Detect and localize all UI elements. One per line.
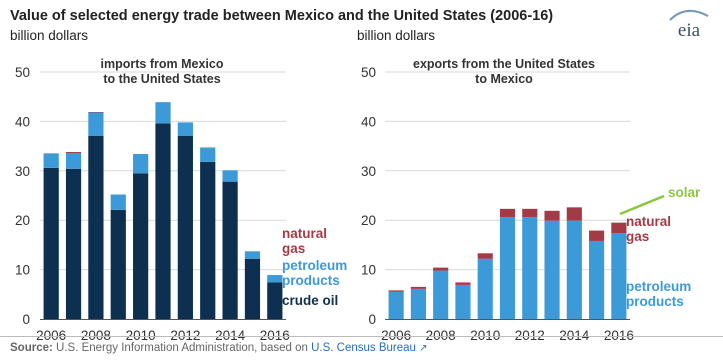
x-tick-label: 2008 [81, 328, 111, 343]
x-tick-label: 2016 [604, 328, 634, 343]
x-tick-label: 2010 [470, 328, 500, 343]
bar-segment-natural-gas-2012 [522, 208, 538, 218]
bar-segment-petroleum-products-2009 [110, 194, 126, 210]
left-y-axis-unit: billion dollars [10, 28, 89, 43]
bar-segment-crude-oil-2007 [65, 168, 82, 319]
y-tick-label: 20 [361, 213, 376, 228]
panel-title-line: exports from the United States [413, 57, 595, 71]
x-tick-label: 2008 [426, 328, 456, 343]
y-tick-label: 10 [361, 263, 376, 278]
bar-segment-petroleum-products-2010 [133, 154, 149, 174]
bar-segment-petroleum-products-2008 [88, 112, 104, 136]
bar-segment-petroleum-products-2014 [566, 220, 582, 319]
bar-segment-petroleum-products-2009 [455, 284, 471, 319]
panel-title-line: imports from Mexico [101, 57, 224, 71]
bar-segment-petroleum-products-2015 [244, 251, 261, 259]
bar-segment-natural-gas-2007 [410, 286, 426, 289]
bar-segment-petroleum-products-2006 [43, 154, 59, 168]
bar-segment-petroleum-products-2016 [267, 275, 283, 283]
solar-callout-line [619, 194, 665, 216]
y-tick-label: 50 [15, 65, 30, 80]
x-tick-label: 2014 [215, 328, 246, 343]
legend-label-petroleum-products: products [282, 273, 340, 288]
bar-segment-petroleum-products-2010 [477, 258, 493, 319]
bar-segment-petroleum-products-2011 [499, 217, 516, 319]
y-tick-label: 20 [15, 213, 30, 228]
legend-label-crude-oil: crude oil [282, 293, 338, 308]
bar-segment-petroleum-products-2016 [611, 233, 627, 319]
bar-segment-natural-gas-2013 [544, 210, 560, 221]
y-tick-label: 0 [368, 312, 376, 327]
bar-segment-crude-oil-2010 [133, 173, 149, 319]
y-tick-label: 50 [361, 65, 376, 80]
eia-logo-arc [669, 9, 709, 21]
bar-segment-petroleum-products-2013 [200, 148, 216, 162]
bar-segment-petroleum-products-2007 [65, 153, 82, 169]
x-tick-label: 2006 [381, 328, 411, 343]
y-tick-label: 30 [361, 164, 376, 179]
bar-segment-crude-oil-2008 [88, 135, 104, 319]
eia-logo: eia [669, 9, 709, 40]
legend-label-petroleum-products: products [626, 294, 684, 309]
footer-divider [0, 336, 723, 337]
bar-segment-natural-gas-2014 [566, 207, 582, 221]
bar-segment-crude-oil-2009 [110, 209, 126, 319]
bar-segment-crude-oil-2012 [177, 135, 193, 319]
bar-segment-crude-oil-2015 [244, 258, 261, 319]
bar-segment-crude-oil-2006 [43, 167, 59, 319]
right-y-axis-unit: billion dollars [357, 28, 436, 43]
y-tick-label: 40 [15, 114, 30, 129]
imports-chart: 0 10 20 30 40 50 2006 2008 2010 2012 2014 2016 impor… [15, 57, 347, 343]
bar-segment-petroleum-products-2008 [433, 270, 449, 319]
bar-segment-natural-gas-2011 [499, 208, 516, 218]
x-tick-label: 2006 [36, 328, 66, 343]
source-link[interactable]: U.S. Census Bureau [311, 342, 416, 354]
bar-segment-natural-gas-2006 [388, 290, 404, 292]
bar-segment-crude-oil-2016 [267, 282, 283, 319]
legend-label-natural-gas: gas [626, 229, 649, 244]
legend-label-natural-gas: natural [282, 226, 327, 241]
y-tick-label: 40 [361, 114, 376, 129]
bar-segment-petroleum-products-2013 [544, 220, 560, 319]
bar-segment-petroleum-products-2014 [222, 170, 238, 182]
panel-title-line: to Mexico [475, 72, 533, 86]
bar-segment-petroleum-products-2007 [410, 288, 426, 319]
x-tick-label: 2010 [126, 328, 156, 343]
bar-segment-crude-oil-2011 [155, 123, 171, 319]
legend-label-natural-gas: gas [282, 241, 305, 256]
bar-segment-petroleum-products-2012 [177, 122, 193, 136]
bar-segment-petroleum-products-2006 [388, 291, 404, 319]
legend-label-petroleum-products: petroleum [626, 279, 691, 294]
bar-segment-natural-gas-2009 [455, 282, 471, 285]
legend-label-natural-gas: natural [626, 214, 671, 229]
x-tick-label: 2016 [260, 328, 290, 343]
source-text: U.S. Energy Information Administration, … [56, 342, 308, 354]
y-tick-label: 30 [15, 164, 30, 179]
bar-segment-natural-gas-2010 [477, 253, 493, 259]
x-tick-label: 2014 [559, 328, 590, 343]
y-tick-label: 10 [15, 263, 30, 278]
bar-segment-natural-gas-2015 [589, 230, 605, 241]
source-note: Source: U.S. Energy Information Administ… [10, 342, 428, 354]
exports-chart: 0 10 20 30 40 50 2006 2008 2010 2012 2014 2016 expor… [361, 57, 701, 343]
bar-segment-natural-gas-2007 [65, 152, 82, 154]
bar-segment-petroleum-products-2012 [522, 217, 538, 319]
external-link-icon[interactable]: ↗ [419, 343, 428, 354]
source-label: Source: [10, 342, 53, 354]
panel-title-line: to the United States [103, 72, 220, 86]
eia-logo-text: eia [678, 20, 701, 40]
bar-segment-petroleum-products-2015 [589, 240, 605, 319]
legend-label-solar: solar [668, 185, 701, 200]
bar-segment-natural-gas-2008 [433, 267, 449, 271]
chart-title: Value of selected energy trade between M… [10, 8, 554, 24]
bar-segment-crude-oil-2013 [200, 161, 216, 319]
legend-label-petroleum-products: petroleum [282, 258, 347, 273]
y-tick-label: 0 [22, 312, 30, 327]
x-tick-label: 2012 [170, 328, 200, 343]
bar-segment-petroleum-products-2011 [155, 102, 171, 124]
bar-segment-crude-oil-2014 [222, 181, 238, 319]
x-tick-label: 2012 [515, 328, 545, 343]
bar-segment-natural-gas-2016 [611, 222, 627, 234]
